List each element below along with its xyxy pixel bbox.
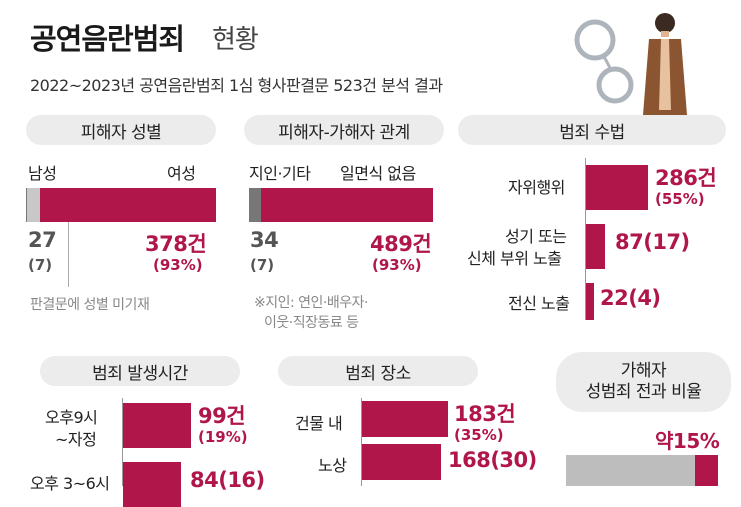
female-pct: (93%) <box>153 256 203 274</box>
time-label-1b: ~자정 <box>55 430 97 449</box>
place-count-1: 183건 <box>454 402 516 426</box>
method-pct-1: (55%) <box>655 190 705 208</box>
handcuffs-icon <box>574 19 634 104</box>
place-pct-1: (35%) <box>454 426 504 444</box>
unrecorded-note: 판결문에 성별 미기재 <box>30 297 150 313</box>
time-bar-night <box>123 403 191 448</box>
gender-seg-male <box>27 188 40 222</box>
method-label-1: 자위행위 <box>508 178 565 197</box>
page-title-suffix: 현황 <box>212 25 259 55</box>
stranger-pct: (93%) <box>372 256 422 274</box>
time-count-1: 99건 <box>198 404 246 428</box>
method-label-2a: 성기 또는 <box>505 227 567 246</box>
label-female: 여성 <box>167 164 196 183</box>
panel-title-relationship: 피해자-가해자 관계 <box>244 115 444 145</box>
time-pct-1: (19%) <box>198 428 248 446</box>
time-bar-afternoon <box>123 462 181 507</box>
time-axis <box>122 398 123 486</box>
place-bar-indoor <box>362 401 448 437</box>
panel-title-place: 범죄 장소 <box>278 356 478 386</box>
prior-pct-label: 약15% <box>655 429 720 453</box>
panel-title-time: 범죄 발생시간 <box>40 356 240 386</box>
place-bar-street <box>362 444 441 480</box>
method-label-3: 전신 노출 <box>508 294 570 313</box>
time-label-2: 오후 3~6시 <box>30 474 110 493</box>
female-count: 378건 <box>145 232 207 256</box>
place-count-2: 168(30) <box>448 448 537 472</box>
panel-title-prior-line1: 가해자 <box>620 361 667 381</box>
method-bar-masturbation <box>586 165 648 210</box>
page-subtitle: 2022~2023년 공연음란범죄 1심 형사판결문 523건 분석 결과 <box>30 76 443 95</box>
prior-seg-sexual-offense <box>695 455 718 486</box>
gender-seg-unrecorded <box>26 188 27 222</box>
stranger-count: 489건 <box>370 232 432 256</box>
place-label-2: 노상 <box>318 456 347 475</box>
relationship-note-1: ※지인: 연인·배우자· <box>254 295 368 311</box>
label-acquaintance: 지인·기타 <box>249 164 311 183</box>
relationship-seg-acquaintance <box>249 188 261 222</box>
unrecorded-leader <box>68 222 69 287</box>
place-label-1: 건물 내 <box>295 414 343 433</box>
time-count-2: 84(16) <box>190 468 265 492</box>
method-label-2b: 신체 부위 노출 <box>467 249 562 268</box>
method-count-2: 87(17) <box>615 230 690 254</box>
panel-title-method: 범죄 수법 <box>458 115 726 145</box>
relationship-seg-stranger <box>261 188 433 222</box>
panel-title-prior: 가해자 성범죄 전과 비율 <box>556 352 731 412</box>
method-axis <box>585 158 586 320</box>
method-bar-exposure <box>586 224 605 269</box>
label-male: 남성 <box>28 164 57 183</box>
method-count-3: 22(4) <box>600 286 661 310</box>
acquaintance-count: 34 <box>250 228 279 252</box>
male-pct: (7) <box>28 256 53 274</box>
male-count: 27 <box>28 228 57 252</box>
place-axis <box>361 398 362 486</box>
method-count-1: 286건 <box>655 166 717 190</box>
page-title: 공연음란범죄 <box>30 22 185 56</box>
gender-seg-female <box>40 188 216 222</box>
relationship-note-2: 이웃·직장동료 등 <box>264 315 359 331</box>
label-stranger: 일면식 없음 <box>340 164 416 183</box>
panel-title-prior-line2: 성범죄 전과 비율 <box>585 382 702 402</box>
acquaintance-pct: (7) <box>250 256 275 274</box>
prior-seg-none <box>566 455 695 486</box>
panel-title-victim-gender: 피해자 성별 <box>26 115 216 145</box>
time-label-1a: 오후9시 <box>45 408 98 427</box>
method-bar-full-nudity <box>586 283 594 320</box>
